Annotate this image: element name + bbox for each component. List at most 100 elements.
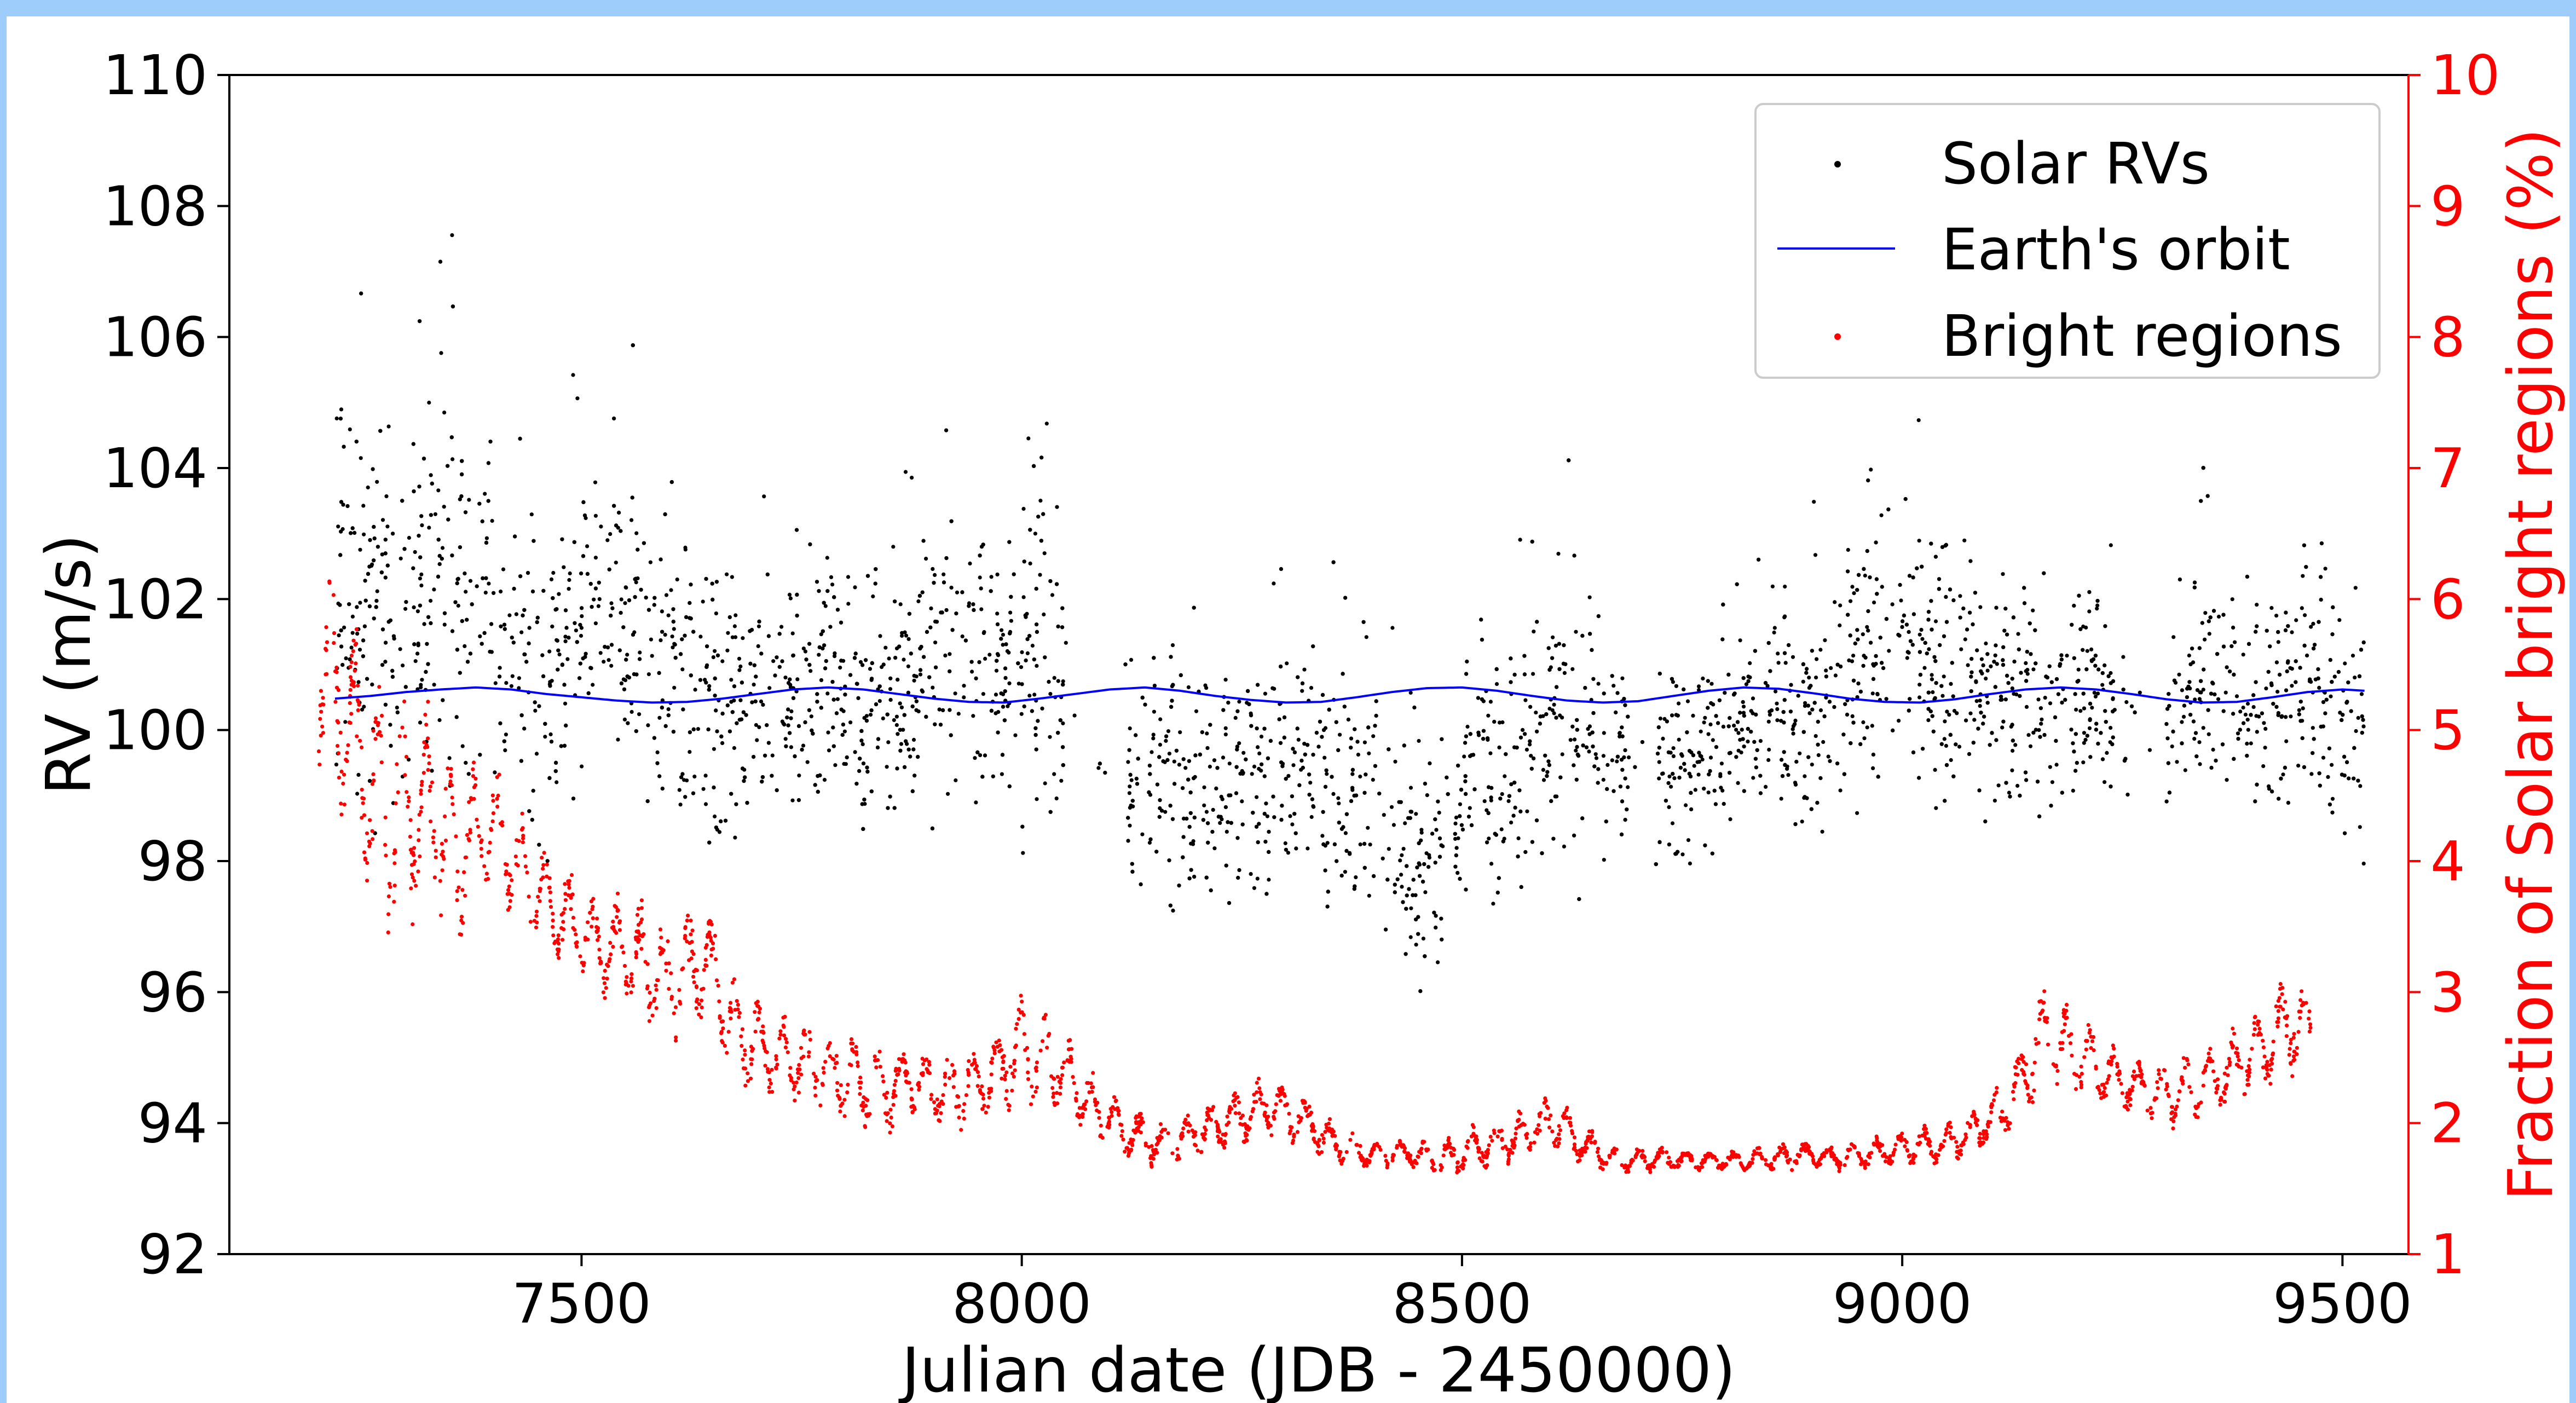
rv-point <box>1035 630 1039 634</box>
rv-point <box>2093 654 2098 658</box>
rv-point <box>819 678 824 683</box>
rv-point <box>367 604 372 609</box>
rv-point <box>1871 752 1875 757</box>
rv-point <box>510 674 515 678</box>
rv-point <box>1850 585 1855 589</box>
rv-point <box>1385 877 1390 882</box>
rv-point <box>962 684 966 688</box>
rv-point <box>1181 786 1185 790</box>
rv-timeseries-chart: 7500 8000 8500 9000 9500 9294969810010210410… <box>33 43 2567 1403</box>
rv-point <box>1622 755 1626 760</box>
rv-point <box>1343 596 1348 600</box>
rv-point <box>2275 690 2280 694</box>
rv-point <box>1254 824 1259 829</box>
rv-point <box>619 681 623 685</box>
rv-point <box>374 605 378 609</box>
rv-point <box>1657 760 1661 764</box>
rv-point <box>1948 587 1953 592</box>
rv-point <box>1052 675 1056 680</box>
rv-point <box>634 672 639 677</box>
rv-point <box>1353 884 1357 888</box>
rv-point <box>372 616 376 621</box>
rv-point <box>1098 761 1102 766</box>
rv-point <box>1434 914 1438 918</box>
rv-point <box>488 649 492 654</box>
rv-point <box>2321 700 2326 705</box>
rv-point <box>465 617 469 622</box>
rv-point <box>447 756 452 760</box>
rv-point <box>1009 619 1013 623</box>
rv-point <box>1937 587 1941 591</box>
rv-point <box>1782 651 1787 655</box>
rv-point <box>727 729 732 734</box>
rv-point <box>1030 709 1034 713</box>
rv-point <box>2231 712 2236 716</box>
rv-point <box>813 783 817 787</box>
rv-point <box>1926 707 1931 711</box>
rv-point <box>374 599 379 603</box>
rv-point <box>358 547 362 552</box>
rv-point <box>384 494 389 499</box>
rv-point <box>1270 686 1275 690</box>
rv-point <box>918 672 923 677</box>
rv-point <box>1577 897 1581 902</box>
rv-point <box>468 651 473 656</box>
rv-point <box>1032 692 1037 697</box>
rv-point <box>1580 633 1585 638</box>
rv-point <box>1782 720 1786 725</box>
rv-point <box>1240 799 1244 804</box>
rv-point <box>1633 765 1637 769</box>
rv-point <box>1424 851 1429 856</box>
rv-point <box>1908 697 1912 701</box>
rv-point <box>1022 704 1026 709</box>
bright-point <box>951 1073 956 1078</box>
rv-point <box>593 513 598 518</box>
rv-point <box>2096 691 2100 696</box>
rv-point <box>1944 743 1948 748</box>
rv-point <box>1551 635 1555 639</box>
rv-point <box>1259 735 1264 739</box>
rv-point <box>486 461 491 465</box>
rv-point <box>671 730 675 734</box>
rv-point <box>691 727 696 731</box>
rv-point <box>1432 910 1436 915</box>
rv-point <box>688 601 692 605</box>
rv-point <box>1417 841 1421 845</box>
rv-point <box>634 729 638 734</box>
rv-point <box>752 755 756 759</box>
rv-point <box>1208 723 1212 727</box>
rv-point <box>738 664 743 669</box>
rv-point <box>1040 706 1044 711</box>
rv-point <box>1783 763 1787 767</box>
rv-point <box>1164 734 1169 738</box>
rv-point <box>580 614 584 619</box>
rv-point <box>550 624 555 629</box>
rv-point <box>537 842 541 847</box>
rv-point <box>2187 680 2192 684</box>
rv-point <box>1930 673 1934 677</box>
rv-point <box>1802 795 1806 800</box>
rv-point <box>2024 669 2028 673</box>
bright-point <box>2248 1058 2252 1062</box>
rv-point <box>2104 720 2108 724</box>
rv-point <box>805 760 810 764</box>
rv-point <box>2246 728 2250 732</box>
rv-point <box>446 517 450 522</box>
rv-point <box>1008 631 1012 636</box>
rv-point <box>1678 765 1683 770</box>
rv-point <box>498 666 502 670</box>
rv-point <box>2074 707 2078 712</box>
rv-point <box>1917 650 1922 654</box>
rv-point <box>2350 654 2355 658</box>
rv-point <box>1341 825 1345 829</box>
rv-point <box>338 417 343 421</box>
rv-point <box>412 642 417 646</box>
rv-point <box>1746 674 1751 679</box>
rv-point <box>1786 773 1791 777</box>
rv-point <box>2100 757 2105 761</box>
rv-point <box>1437 836 1442 841</box>
rv-point <box>1509 782 1514 787</box>
rv-point <box>1627 755 1631 760</box>
rv-point <box>400 499 405 503</box>
rv-point <box>2311 621 2315 626</box>
